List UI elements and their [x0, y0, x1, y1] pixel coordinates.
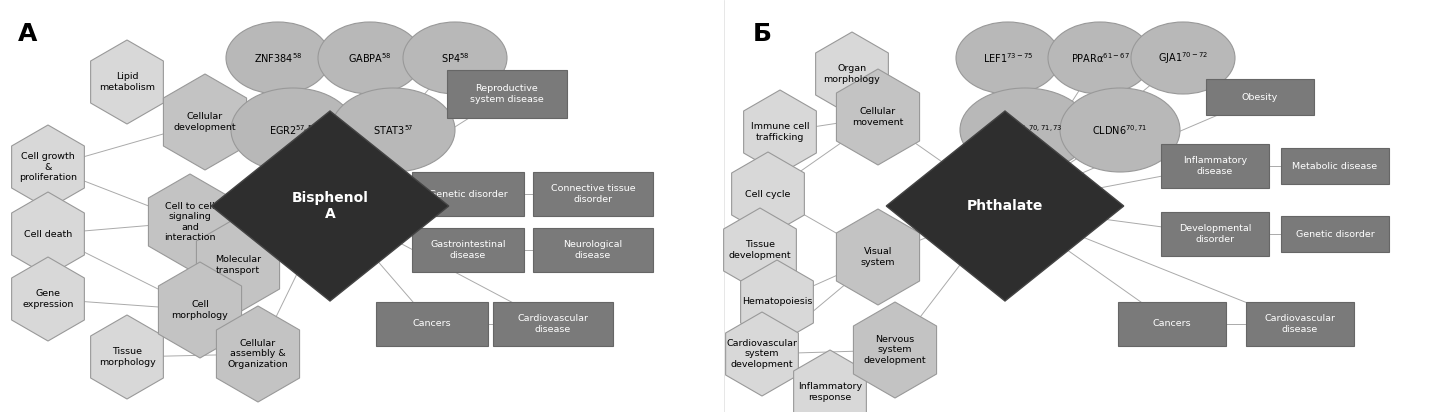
- Text: Visual
system: Visual system: [861, 247, 895, 267]
- FancyBboxPatch shape: [1161, 144, 1269, 188]
- Polygon shape: [887, 111, 1124, 301]
- FancyBboxPatch shape: [412, 228, 525, 272]
- Text: SP4$^{58}$: SP4$^{58}$: [440, 51, 469, 65]
- Polygon shape: [158, 262, 242, 358]
- Text: Metabolic disease: Metabolic disease: [1293, 162, 1378, 171]
- Text: Cell to cell
signaling
and
interaction: Cell to cell signaling and interaction: [164, 202, 216, 242]
- Text: Cellular
development: Cellular development: [174, 112, 236, 132]
- Text: Hematopoiesis: Hematopoiesis: [742, 297, 813, 307]
- FancyBboxPatch shape: [1281, 216, 1390, 252]
- Polygon shape: [212, 111, 449, 301]
- Text: A: A: [17, 22, 38, 46]
- Ellipse shape: [230, 88, 355, 172]
- FancyBboxPatch shape: [1119, 302, 1226, 346]
- Text: Cardiovascular
disease: Cardiovascular disease: [517, 314, 588, 334]
- Ellipse shape: [1048, 22, 1152, 94]
- Text: Cell cycle: Cell cycle: [745, 190, 791, 199]
- Text: Cardiovascular
system
development: Cardiovascular system development: [726, 339, 797, 369]
- Text: Reproductive
system disease: Reproductive system disease: [469, 84, 543, 104]
- Text: Lipid
metabolism: Lipid metabolism: [99, 72, 155, 92]
- Text: Organ
morphology: Organ morphology: [823, 64, 881, 84]
- Polygon shape: [723, 208, 797, 292]
- Polygon shape: [216, 306, 300, 402]
- Text: Phthalate: Phthalate: [966, 199, 1043, 213]
- Text: ZNF384$^{58}$: ZNF384$^{58}$: [254, 51, 303, 65]
- FancyBboxPatch shape: [1161, 212, 1269, 256]
- Text: Neurological
disease: Neurological disease: [564, 240, 623, 260]
- FancyBboxPatch shape: [446, 70, 567, 118]
- Text: Cell
morphology: Cell morphology: [171, 300, 229, 320]
- Text: Inflammatory
response: Inflammatory response: [798, 382, 862, 402]
- FancyBboxPatch shape: [493, 302, 613, 346]
- Text: Cellular
assembly &
Organization: Cellular assembly & Organization: [227, 339, 288, 369]
- Polygon shape: [740, 260, 813, 344]
- Text: STAT3$^{57}$: STAT3$^{57}$: [372, 123, 413, 137]
- Ellipse shape: [403, 22, 507, 94]
- Text: Cell growth
&
proliferation: Cell growth & proliferation: [19, 152, 77, 182]
- Text: Developmental
disorder: Developmental disorder: [1179, 224, 1250, 244]
- Text: Cell death: Cell death: [23, 229, 72, 239]
- Ellipse shape: [1061, 88, 1179, 172]
- Polygon shape: [91, 40, 164, 124]
- Ellipse shape: [956, 22, 1061, 94]
- Ellipse shape: [317, 22, 422, 94]
- Text: Cancers: Cancers: [1153, 319, 1191, 328]
- Ellipse shape: [961, 88, 1090, 172]
- Text: MMP2$^{66, 70, 71, 73}$: MMP2$^{66, 70, 71, 73}$: [987, 123, 1062, 137]
- Text: Genetic disorder: Genetic disorder: [429, 190, 507, 199]
- Text: GABPA$^{58}$: GABPA$^{58}$: [348, 51, 391, 65]
- Text: Inflammatory
disease: Inflammatory disease: [1182, 156, 1248, 176]
- Text: LEF1$^{73-75}$: LEF1$^{73-75}$: [982, 51, 1033, 65]
- Text: Bisphenol
A: Bisphenol A: [291, 191, 368, 221]
- Polygon shape: [148, 174, 232, 270]
- FancyBboxPatch shape: [1246, 302, 1353, 346]
- FancyBboxPatch shape: [533, 172, 653, 216]
- Text: Б: Б: [753, 22, 772, 46]
- Polygon shape: [836, 69, 920, 165]
- Polygon shape: [732, 152, 804, 236]
- Text: Gene
expression: Gene expression: [22, 289, 74, 309]
- Polygon shape: [12, 125, 84, 209]
- Text: Tissue
morphology: Tissue morphology: [99, 347, 155, 367]
- FancyBboxPatch shape: [412, 172, 525, 216]
- Ellipse shape: [330, 88, 455, 172]
- Polygon shape: [836, 209, 920, 305]
- Polygon shape: [12, 192, 84, 276]
- Polygon shape: [91, 315, 164, 399]
- Text: PPARα$^{61-67}$: PPARα$^{61-67}$: [1071, 51, 1129, 65]
- FancyBboxPatch shape: [375, 302, 488, 346]
- Polygon shape: [794, 350, 867, 412]
- FancyBboxPatch shape: [1206, 79, 1314, 115]
- Polygon shape: [816, 32, 888, 116]
- Text: Cancers: Cancers: [413, 319, 451, 328]
- Text: Tissue
development: Tissue development: [729, 240, 791, 260]
- Text: Nervous
system
development: Nervous system development: [864, 335, 926, 365]
- Polygon shape: [743, 90, 816, 174]
- Text: EGR2$^{57, 58}$: EGR2$^{57, 58}$: [268, 123, 317, 137]
- Polygon shape: [164, 74, 246, 170]
- Polygon shape: [12, 257, 84, 341]
- Text: Molecular
transport: Molecular transport: [214, 255, 261, 275]
- Polygon shape: [853, 302, 936, 398]
- Text: Gastrointestinal
disease: Gastrointestinal disease: [430, 240, 506, 260]
- Ellipse shape: [226, 22, 330, 94]
- Text: CLDN6$^{70, 71}$: CLDN6$^{70, 71}$: [1093, 123, 1148, 137]
- Text: Connective tissue
disorder: Connective tissue disorder: [551, 184, 635, 204]
- FancyBboxPatch shape: [1281, 148, 1390, 184]
- Polygon shape: [197, 217, 280, 313]
- Ellipse shape: [1132, 22, 1235, 94]
- Text: Cellular
movement: Cellular movement: [852, 107, 904, 127]
- Text: GJA1$^{70-72}$: GJA1$^{70-72}$: [1158, 50, 1208, 66]
- FancyBboxPatch shape: [533, 228, 653, 272]
- Text: Immune cell
trafficking: Immune cell trafficking: [751, 122, 809, 142]
- Polygon shape: [726, 312, 798, 396]
- Text: Cardiovascular
disease: Cardiovascular disease: [1265, 314, 1336, 334]
- Text: Obesity: Obesity: [1242, 93, 1278, 101]
- Text: Genetic disorder: Genetic disorder: [1295, 229, 1374, 239]
